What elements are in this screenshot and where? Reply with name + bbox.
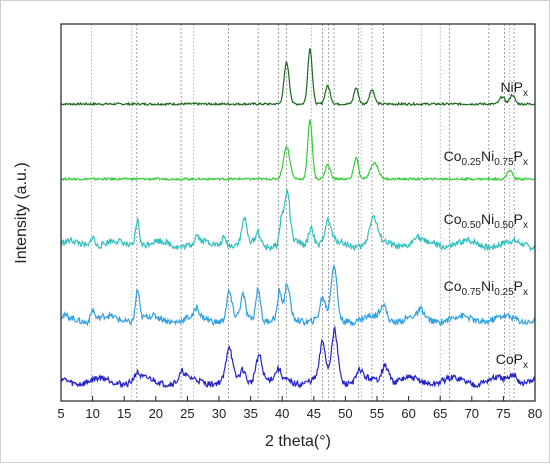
x-tick-label: 30 xyxy=(212,406,226,421)
x-tick-label: 55 xyxy=(370,406,384,421)
x-tick-label: 25 xyxy=(180,406,194,421)
series-label: CoPx xyxy=(496,351,528,371)
x-tick-label: 75 xyxy=(496,406,510,421)
series-line xyxy=(60,264,536,327)
x-tick-label: 45 xyxy=(307,406,321,421)
series-traces xyxy=(60,48,536,389)
x-tick-label: 5 xyxy=(57,406,64,421)
series-line xyxy=(60,118,536,182)
series-line xyxy=(60,189,536,252)
x-tick-label: 10 xyxy=(85,406,99,421)
x-tick-label: 70 xyxy=(465,406,479,421)
x-tick-label: 80 xyxy=(528,406,542,421)
x-tick-label: 40 xyxy=(275,406,289,421)
reference-lines xyxy=(90,24,515,401)
series-label: NiPx xyxy=(500,79,528,99)
series-line xyxy=(60,48,536,107)
x-tick-label: 60 xyxy=(401,406,415,421)
x-tick-label: 15 xyxy=(117,406,131,421)
x-axis-title: 2 theta(°) xyxy=(265,433,331,450)
x-tick-label: 65 xyxy=(433,406,447,421)
x-tick-label: 20 xyxy=(149,406,163,421)
x-tick-label: 50 xyxy=(338,406,352,421)
x-tick-label: 35 xyxy=(243,406,257,421)
plot-area-border xyxy=(60,23,536,402)
series-label: Co0.25Ni0.75Px xyxy=(444,148,528,168)
series-label: Co0.75Ni0.25Px xyxy=(444,278,528,298)
y-axis-title: Intensity (a.u.) xyxy=(13,162,30,263)
series-label: Co0.50Ni0.50Px xyxy=(444,211,528,231)
series-line xyxy=(60,325,536,389)
x-axis-ticks: 5 10 15 20 25 30 35 40 45 50 55 60 65 70 75 80 xyxy=(57,396,542,421)
series-labels: NiPx Co0.25Ni0.75Px Co0.50Ni0.50Px Co0.75Ni… xyxy=(444,79,528,371)
